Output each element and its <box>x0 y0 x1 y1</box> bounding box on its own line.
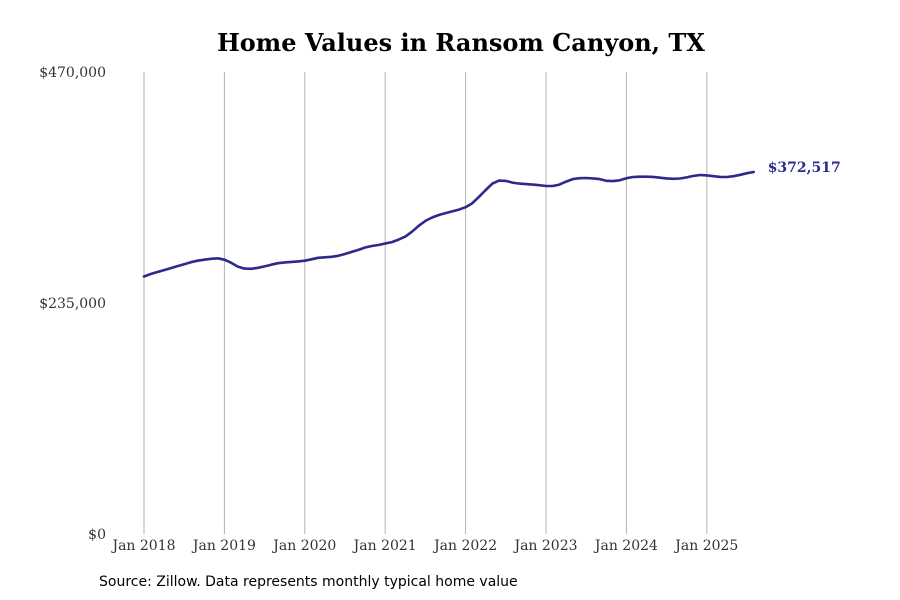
y-axis: $0 $235,000 $470,000 <box>39 65 106 543</box>
x-tick-label: Jan 2024 <box>593 538 658 554</box>
x-tick-label: Jan 2020 <box>271 538 336 554</box>
x-tick-label: Jan 2022 <box>432 538 497 554</box>
x-tick-label: Jan 2018 <box>110 538 175 554</box>
y-tick-label: $235,000 <box>39 296 106 312</box>
chart-title: Home Values in Ransom Canyon, TX <box>217 28 705 57</box>
x-axis: Jan 2018 Jan 2019 Jan 2020 Jan 2021 Jan 2022… <box>110 538 738 554</box>
source-note: Source: Zillow. Data represents monthly … <box>99 574 518 590</box>
series-line <box>142 170 755 278</box>
x-tick-label: Jan 2019 <box>191 538 256 554</box>
end-value-label: $372,517 <box>768 160 841 176</box>
x-tick-label: Jan 2021 <box>352 538 417 554</box>
y-tick-label: $0 <box>88 527 106 543</box>
x-tick-label: Jan 2025 <box>673 538 738 554</box>
gridlines <box>143 72 708 534</box>
series-group: $372,517 <box>142 160 841 278</box>
x-tick-label: Jan 2023 <box>512 538 577 554</box>
y-tick-label: $470,000 <box>39 65 106 81</box>
